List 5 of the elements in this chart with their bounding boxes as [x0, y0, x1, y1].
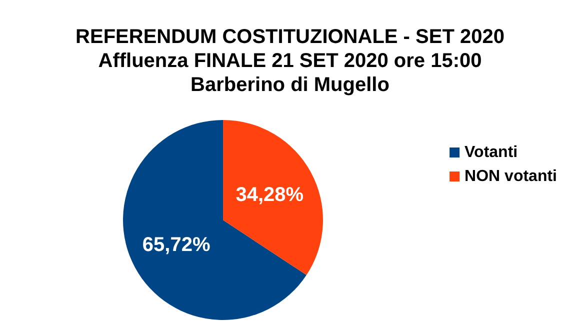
data-label: 65,72% [142, 234, 210, 256]
data-label: 34,28% [236, 184, 304, 206]
chart-title: REFERENDUM COSTITUZIONALE - SET 2020 Affluenza FINALE 21 SET 2020 ore 15:00 Barberino di Mugello [76, 26, 504, 96]
legend-label: Votanti [464, 144, 518, 161]
legend-label: NON votanti [464, 168, 558, 185]
